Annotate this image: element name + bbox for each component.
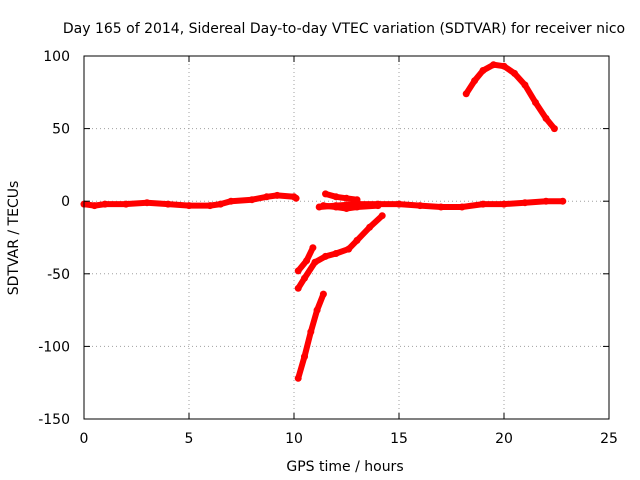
- y-tick-label: -50: [47, 267, 70, 283]
- x-tick-label: 25: [600, 431, 618, 447]
- y-tick-label: -100: [38, 339, 70, 355]
- data-point: [345, 245, 353, 253]
- x-tick-label: 10: [285, 431, 303, 447]
- data-point: [500, 200, 508, 208]
- y-tick-label: 100: [43, 49, 70, 65]
- x-tick-label: 0: [80, 431, 89, 447]
- data-point: [378, 212, 386, 220]
- data-point: [332, 203, 340, 211]
- data-point: [532, 99, 539, 106]
- data-point: [542, 197, 550, 205]
- y-tick-labels: -150 -100 -50 0 50 100: [38, 49, 70, 428]
- data-point: [313, 306, 321, 314]
- data-point: [185, 202, 193, 210]
- data-point: [462, 90, 470, 98]
- data-point: [101, 200, 109, 208]
- data-point: [479, 67, 487, 74]
- data-point: [374, 202, 382, 210]
- x-tick-label: 15: [390, 431, 408, 447]
- data-point: [206, 202, 214, 210]
- data-point: [343, 194, 350, 202]
- data-point: [366, 223, 374, 231]
- y-tick-label: 0: [61, 194, 70, 210]
- data-point: [511, 69, 518, 77]
- data-point: [122, 200, 130, 208]
- data-point: [353, 236, 361, 244]
- data-point: [303, 257, 311, 265]
- series-track-steep: [295, 291, 327, 382]
- data-point: [91, 202, 98, 210]
- data-point: [164, 200, 172, 208]
- series-track-arc: [463, 61, 558, 132]
- data-point: [500, 62, 508, 70]
- chart-title: Day 165 of 2014, Sidereal Day-to-day VTE…: [63, 21, 625, 37]
- data-point: [437, 203, 445, 211]
- data-point: [471, 77, 479, 85]
- data-point: [521, 199, 529, 207]
- data-point: [301, 274, 308, 282]
- data-point: [319, 290, 327, 298]
- data-point: [559, 197, 567, 205]
- data-point: [395, 200, 403, 208]
- data-point: [322, 190, 329, 198]
- data-point: [301, 353, 308, 361]
- series-track-rise-lower: [320, 202, 381, 212]
- data-point: [458, 203, 466, 211]
- x-axis-title: GPS time / hours: [286, 459, 403, 475]
- y-axis-title: SDTVAR / TECUs: [6, 181, 22, 296]
- data-point: [521, 81, 529, 89]
- axis-ticks: [83, 55, 610, 420]
- data-series: [80, 61, 567, 382]
- data-point: [248, 196, 256, 204]
- data-point: [353, 203, 361, 211]
- data-point: [309, 244, 317, 252]
- data-point: [227, 197, 235, 205]
- series-track-rise-upper: [322, 190, 360, 203]
- data-point: [332, 250, 340, 257]
- data-point: [294, 284, 302, 292]
- data-point: [322, 252, 329, 260]
- data-point: [273, 191, 281, 199]
- data-point: [542, 114, 550, 122]
- data-point: [311, 258, 319, 266]
- plot-frame: [83, 55, 610, 420]
- data-point: [343, 205, 350, 212]
- data-point: [294, 267, 302, 275]
- data-point: [143, 199, 151, 207]
- data-point: [217, 200, 224, 208]
- data-point: [550, 125, 558, 133]
- data-point: [332, 193, 340, 201]
- y-tick-label: 50: [52, 122, 70, 138]
- x-tick-label: 20: [495, 431, 513, 447]
- data-point: [479, 200, 487, 208]
- data-point: [353, 196, 361, 204]
- y-tick-label: -150: [38, 412, 70, 428]
- data-point: [263, 193, 271, 201]
- data-point: [294, 374, 302, 382]
- data-point: [307, 328, 315, 336]
- data-point: [292, 194, 300, 202]
- data-point: [319, 202, 327, 210]
- x-tick-labels: 0 5 10 15 20 25: [80, 431, 618, 447]
- x-tick-label: 5: [185, 431, 194, 447]
- gridlines: [84, 56, 609, 419]
- data-point: [416, 202, 424, 210]
- data-point: [490, 61, 497, 69]
